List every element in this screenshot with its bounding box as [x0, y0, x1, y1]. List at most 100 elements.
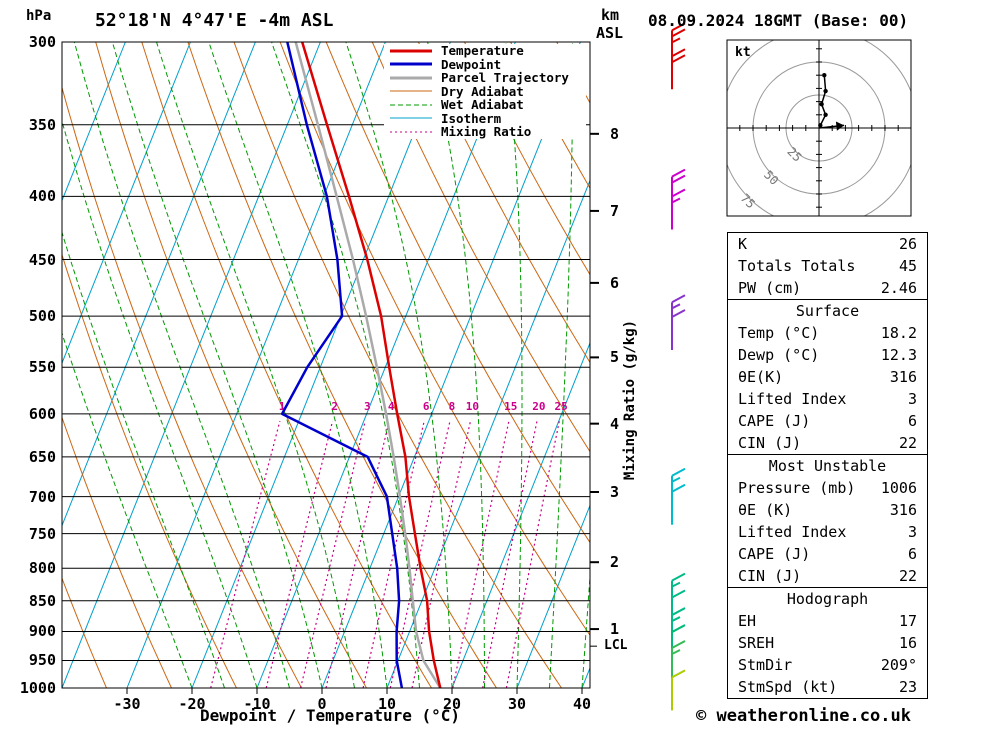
table-row: Dewp (°C) 12.3 — [728, 344, 927, 366]
temp-tick-label: -10 — [243, 695, 271, 713]
km-asl-tick-label: 2 — [610, 553, 620, 572]
mixing-ratio-value-label: 25 — [554, 400, 567, 413]
mixing-ratio-value-label: 20 — [532, 400, 545, 413]
mixing-ratio-value-label: 2 — [331, 400, 338, 413]
dewpoint-curve — [280, 42, 404, 688]
index-value: 22 — [898, 434, 917, 452]
temp-tick-label: 40 — [572, 695, 592, 713]
pressure-unit-label: hPa — [26, 8, 52, 24]
pressure-tick-label: 1000 — [19, 679, 56, 697]
legend-item: Dry Adiabat — [388, 84, 586, 99]
table-row: StmSpd (kt) 23 — [728, 676, 927, 698]
parcel-trajectory-curve — [294, 42, 442, 688]
wind-barb — [671, 48, 686, 90]
pressure-tick-label: 750 — [28, 524, 56, 543]
hodograph-trace — [819, 75, 827, 126]
legend-item-label: Temperature — [441, 43, 524, 59]
credit-watermark: © weatheronline.co.uk — [696, 706, 911, 726]
index-name: Lifted Index — [738, 523, 847, 541]
table-section-header: Most Unstable — [768, 457, 887, 475]
pressure-tick-label: 850 — [28, 591, 56, 610]
index-value: 209° — [880, 656, 917, 674]
mixing-ratio-axis-label: Mixing Ratio (g/kg) — [622, 319, 638, 481]
mixing-ratio-lines: 1 2 3 4 6 8 10 15 20 25 — [210, 400, 568, 688]
legend-item-label: Mixing Ratio — [441, 124, 532, 140]
temp-tick-label: -30 — [113, 695, 141, 713]
legend-item: Dewpoint — [388, 57, 586, 72]
hodograph-ring-label: 25 — [784, 144, 804, 164]
index-value: 45 — [898, 257, 917, 275]
table-row: CAPE (J) 6 — [728, 543, 927, 565]
plot-border — [61, 41, 591, 689]
hodograph-border — [726, 39, 912, 217]
index-value: 316 — [889, 501, 917, 519]
temperature-curve — [300, 42, 442, 688]
km-asl-tick-label: 1 — [610, 620, 620, 639]
index-value: 16 — [898, 634, 917, 652]
km-asl-tick-label: 7 — [610, 201, 620, 220]
index-name: CAPE (J) — [738, 545, 811, 563]
index-value: 23 — [898, 678, 917, 696]
km-axis-label: km — [601, 6, 620, 24]
table-row: Lifted Index 3 — [728, 388, 927, 410]
legend-line-sample — [390, 76, 432, 80]
hodograph-ring-label: 75 — [738, 191, 758, 211]
isotherm-lines — [62, 42, 590, 688]
table-row: Totals Totals 45 — [728, 255, 927, 277]
table-row: CIN (J) 22 — [728, 565, 927, 587]
table-section-header: Surface — [795, 302, 860, 320]
temp-tick-label: 0 — [317, 695, 327, 713]
lcl-label: LCL — [604, 638, 628, 654]
indices-table: Surface Temp (°C) 18.2 Dewp (°C) 12.3 θE(K) 31… — [727, 299, 928, 455]
index-name: θE (K) — [738, 501, 793, 519]
pressure-tick-label: 550 — [28, 358, 56, 377]
pressure-gridlines — [62, 42, 590, 688]
km-asl-tick-label: 8 — [610, 124, 620, 143]
table-row: Temp (°C) 18.2 — [728, 322, 927, 344]
table-row: EH 17 — [728, 610, 927, 632]
index-name: Dewp (°C) — [738, 346, 820, 364]
table-section-header: Hodograph — [786, 590, 869, 608]
pressure-tick-label: 300 — [28, 33, 56, 51]
pressure-tick-label: 700 — [28, 487, 56, 506]
index-value: 6 — [907, 412, 917, 430]
pressure-tick-label: 350 — [28, 115, 56, 134]
index-name: SREH — [738, 634, 775, 652]
hodograph-ring-label: 50 — [761, 168, 781, 188]
mixing-ratio-value-label: 1 — [279, 400, 286, 413]
index-name: θE(K) — [738, 368, 784, 386]
table-row: θE (K) 316 — [728, 499, 927, 521]
indices-panel: K 26 Totals Totals 45 PW (cm) 2.46 Surface Temp… — [727, 232, 928, 699]
km-asl-tick-label: 4 — [610, 414, 620, 433]
indices-table: Most Unstable Pressure (mb) 1006 θE (K) 316 L… — [727, 454, 928, 588]
index-name: CIN (J) — [738, 567, 802, 585]
temp-tick-label: 30 — [507, 695, 527, 713]
plot-area: 1 2 3 4 6 8 10 15 20 25 — [62, 42, 590, 688]
legend-item: Parcel Trajectory — [388, 70, 586, 85]
x-axis-label: Dewpoint / Temperature (°C) — [199, 706, 461, 725]
index-value: 22 — [898, 567, 917, 585]
legend-line-sample — [390, 90, 432, 92]
indices-table: Hodograph EH 17 SREH 16 StmDir 209° StmSpd (kt)… — [727, 587, 928, 699]
temp-tick-label: 10 — [377, 695, 397, 713]
index-name: K — [738, 235, 748, 253]
km-asl-tick-label: 3 — [610, 483, 620, 501]
wind-barb-column — [671, 22, 686, 711]
index-name: EH — [738, 612, 757, 630]
wind-barb — [671, 483, 686, 525]
temp-tick-label: 20 — [442, 695, 462, 713]
mixing-ratio-value-label: 4 — [388, 400, 395, 413]
station-title: 52°18'N 4°47'E -4m ASL — [95, 10, 334, 31]
legend-line-sample — [390, 104, 432, 106]
temp-tick-label: -20 — [178, 695, 206, 713]
pressure-tick-label: 950 — [28, 651, 56, 670]
legend-item: Isotherm — [388, 111, 586, 126]
index-value: 26 — [898, 235, 917, 253]
mixing-ratio-value-label: 3 — [364, 400, 371, 413]
legend-item: Mixing Ratio — [388, 124, 586, 140]
index-name: CIN (J) — [738, 434, 802, 452]
km-asl-tick-label: 6 — [610, 273, 620, 292]
index-value: 3 — [907, 390, 917, 408]
legend: Temperature Dewpoint Parcel Trajectory Dry … — [384, 43, 586, 140]
index-name: Pressure (mb) — [738, 479, 856, 497]
